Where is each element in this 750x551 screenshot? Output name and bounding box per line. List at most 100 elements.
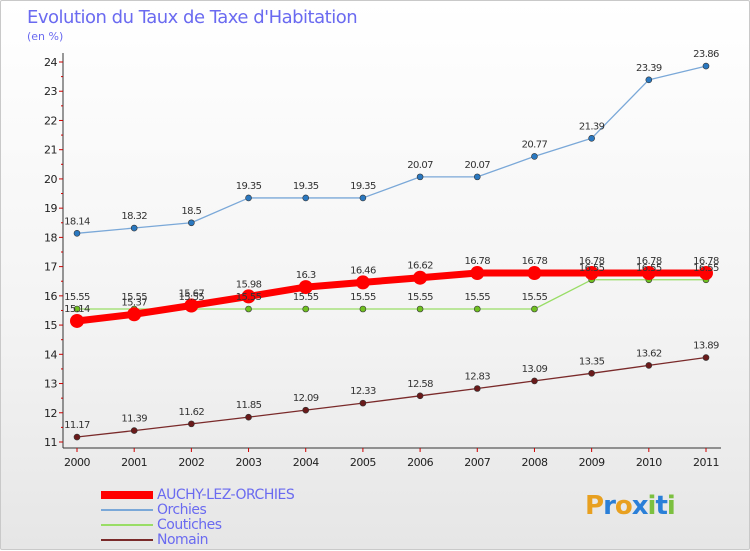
data-label-3: 12.09 [293, 393, 319, 404]
series-point-0 [355, 275, 370, 290]
series-point-3 [473, 385, 481, 392]
series-point-1 [188, 219, 195, 227]
x-tick-label: 2003 [236, 456, 262, 469]
legend-label: AUCHY-LEZ-ORCHIES [157, 486, 295, 503]
data-label-3: 11.39 [121, 414, 147, 425]
series-line-2 [76, 279, 707, 310]
data-label-1: 20.07 [464, 160, 490, 171]
series-point-1 [588, 134, 595, 142]
x-tick-label: 2011 [693, 456, 719, 469]
series-point-0 [584, 266, 599, 281]
data-label-2: 16.55 [636, 263, 662, 274]
legend-swatch [101, 508, 153, 511]
data-label-2: 15.55 [293, 292, 319, 303]
x-tick-label: 2010 [636, 456, 662, 469]
data-label-0: 16.3 [296, 270, 316, 281]
y-tick-label: 24 [44, 56, 57, 69]
y-tick-label: 23 [44, 85, 57, 98]
legend-item: Nomain [101, 532, 294, 548]
data-label-0: 16.78 [464, 256, 490, 267]
series-point-2 [359, 305, 367, 313]
chart-title: Evolution du Taux de Taxe d'Habitation [27, 7, 358, 28]
series-point-3 [130, 427, 138, 434]
legend-item: AUCHY-LEZ-ORCHIES [101, 486, 295, 503]
data-label-3: 11.17 [64, 420, 90, 431]
legend-swatch [101, 538, 153, 541]
legend-label: Orchies [157, 501, 207, 518]
series-line-0 [73, 269, 710, 325]
data-label-3: 13.89 [693, 341, 719, 352]
series-point-1 [473, 173, 481, 181]
y-tick-label: 18 [44, 231, 57, 244]
data-label-0: 16.78 [579, 256, 605, 267]
data-label-1: 19.35 [350, 181, 376, 192]
data-label-1: 21.39 [579, 121, 605, 132]
y-tick-label: 14 [44, 348, 57, 361]
series-line-1 [76, 65, 707, 234]
logo-letter: x [631, 491, 649, 521]
series-point-0 [527, 266, 542, 281]
series-point-1 [416, 173, 424, 181]
data-label-3: 13.09 [522, 364, 548, 375]
data-label-2: 15.55 [464, 292, 490, 303]
data-label-1: 23.86 [693, 49, 719, 60]
series-point-0 [413, 270, 428, 285]
series-line-3 [76, 356, 707, 438]
series-point-1 [302, 194, 310, 202]
series-point-2 [531, 305, 538, 313]
data-label-2: 15.55 [64, 292, 90, 303]
data-label-1: 20.77 [522, 139, 548, 150]
series-point-3 [73, 433, 81, 441]
series-point-0 [241, 289, 256, 304]
legend-swatch [101, 490, 153, 499]
series-point-3 [245, 413, 252, 421]
series-point-0 [298, 280, 313, 295]
logo-letter: o [614, 491, 633, 521]
series-point-2 [73, 305, 81, 313]
series-point-0 [70, 313, 84, 328]
logo-letter: r [603, 491, 616, 521]
data-label-0: 16.46 [350, 265, 376, 276]
series-point-0 [641, 266, 656, 281]
data-label-1: 18.5 [181, 206, 201, 217]
series-point-3 [302, 406, 310, 414]
series-point-1 [359, 194, 367, 202]
logo-letter: t [655, 491, 667, 521]
data-label-0: 16.78 [693, 256, 719, 267]
y-tick-label: 19 [44, 202, 57, 215]
data-label-3: 13.62 [636, 348, 662, 359]
series-point-2 [416, 305, 424, 313]
data-label-0: 15.67 [179, 288, 205, 299]
data-label-2: 15.55 [407, 292, 433, 303]
data-label-2: 15.55 [121, 292, 147, 303]
series-point-2 [302, 305, 310, 313]
series-point-1 [531, 153, 538, 160]
series-point-0 [127, 307, 142, 322]
data-label-2: 15.55 [236, 292, 262, 303]
y-tick-label: 22 [44, 114, 57, 127]
series-point-3 [359, 399, 367, 407]
series-point-1 [245, 194, 252, 202]
series-point-1 [702, 62, 710, 70]
x-tick-label: 2001 [121, 456, 147, 469]
legend-item: Coutiches [101, 517, 294, 533]
data-label-0: 16.78 [636, 256, 662, 267]
data-label-0: 16.78 [522, 256, 548, 267]
y-tick-label: 17 [44, 261, 57, 274]
x-tick-label: 2002 [178, 456, 204, 469]
series-point-2 [473, 305, 481, 313]
data-label-0: 16.62 [407, 261, 433, 272]
x-tick-label: 2005 [350, 456, 376, 469]
data-label-3: 12.83 [464, 372, 490, 383]
x-tick-label: 2008 [521, 456, 547, 469]
data-label-2: 15.55 [522, 292, 548, 303]
data-label-3: 13.35 [579, 356, 605, 367]
x-tick-label: 2007 [464, 456, 490, 469]
y-tick-label: 16 [44, 290, 57, 303]
y-tick-label: 13 [44, 378, 57, 391]
data-label-1: 23.39 [636, 63, 662, 74]
logo-letter: P [585, 491, 604, 521]
y-tick-label: 21 [44, 144, 57, 157]
data-label-2: 16.55 [579, 263, 605, 274]
